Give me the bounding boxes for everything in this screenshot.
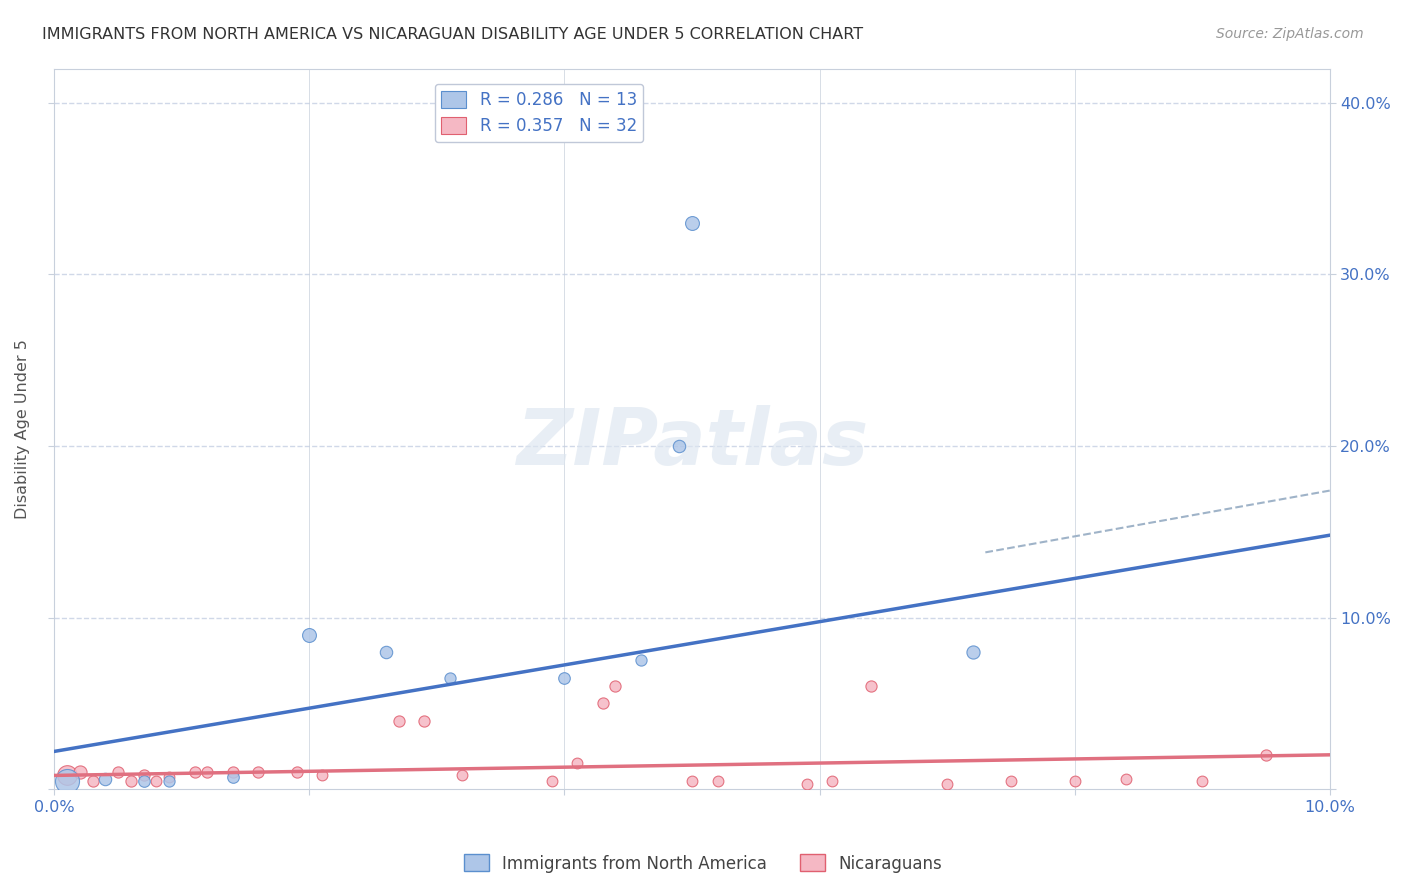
Text: Source: ZipAtlas.com: Source: ZipAtlas.com xyxy=(1216,27,1364,41)
Point xyxy=(796,777,818,791)
Point xyxy=(222,770,245,784)
Point xyxy=(94,772,117,786)
Point xyxy=(1191,773,1213,788)
Point xyxy=(285,764,308,779)
Point xyxy=(82,773,104,788)
Point xyxy=(706,773,728,788)
Point xyxy=(821,773,844,788)
Point xyxy=(413,714,436,728)
Point xyxy=(132,773,155,788)
Point xyxy=(451,768,474,782)
Point xyxy=(222,764,245,779)
Point xyxy=(1115,772,1137,786)
Point xyxy=(56,773,79,788)
Point xyxy=(592,697,614,711)
Point xyxy=(374,645,396,659)
Text: IMMIGRANTS FROM NORTH AMERICA VS NICARAGUAN DISABILITY AGE UNDER 5 CORRELATION C: IMMIGRANTS FROM NORTH AMERICA VS NICARAG… xyxy=(42,27,863,42)
Point xyxy=(439,671,461,685)
Point xyxy=(311,768,333,782)
Legend: Immigrants from North America, Nicaraguans: Immigrants from North America, Nicaragua… xyxy=(457,847,949,880)
Point xyxy=(681,216,703,230)
Point xyxy=(936,777,959,791)
Point xyxy=(388,714,411,728)
Point xyxy=(681,773,703,788)
Point xyxy=(553,671,575,685)
Point xyxy=(962,645,984,659)
Legend: R = 0.286   N = 13, R = 0.357   N = 32: R = 0.286 N = 13, R = 0.357 N = 32 xyxy=(434,84,644,142)
Point xyxy=(859,679,882,693)
Point xyxy=(540,773,562,788)
Point xyxy=(247,764,270,779)
Point xyxy=(1254,747,1277,762)
Y-axis label: Disability Age Under 5: Disability Age Under 5 xyxy=(15,339,30,519)
Point xyxy=(1000,773,1022,788)
Point xyxy=(56,768,79,782)
Point xyxy=(630,653,652,667)
Point xyxy=(567,756,589,771)
Point xyxy=(605,679,627,693)
Point xyxy=(195,764,218,779)
Point xyxy=(668,439,690,453)
Point xyxy=(157,773,180,788)
Point xyxy=(298,628,321,642)
Point xyxy=(183,764,205,779)
Text: ZIPatlas: ZIPatlas xyxy=(516,405,868,482)
Point xyxy=(132,768,155,782)
Point xyxy=(1063,773,1085,788)
Point xyxy=(145,773,167,788)
Point xyxy=(157,770,180,784)
Point xyxy=(107,764,129,779)
Point xyxy=(69,764,91,779)
Point xyxy=(120,773,142,788)
